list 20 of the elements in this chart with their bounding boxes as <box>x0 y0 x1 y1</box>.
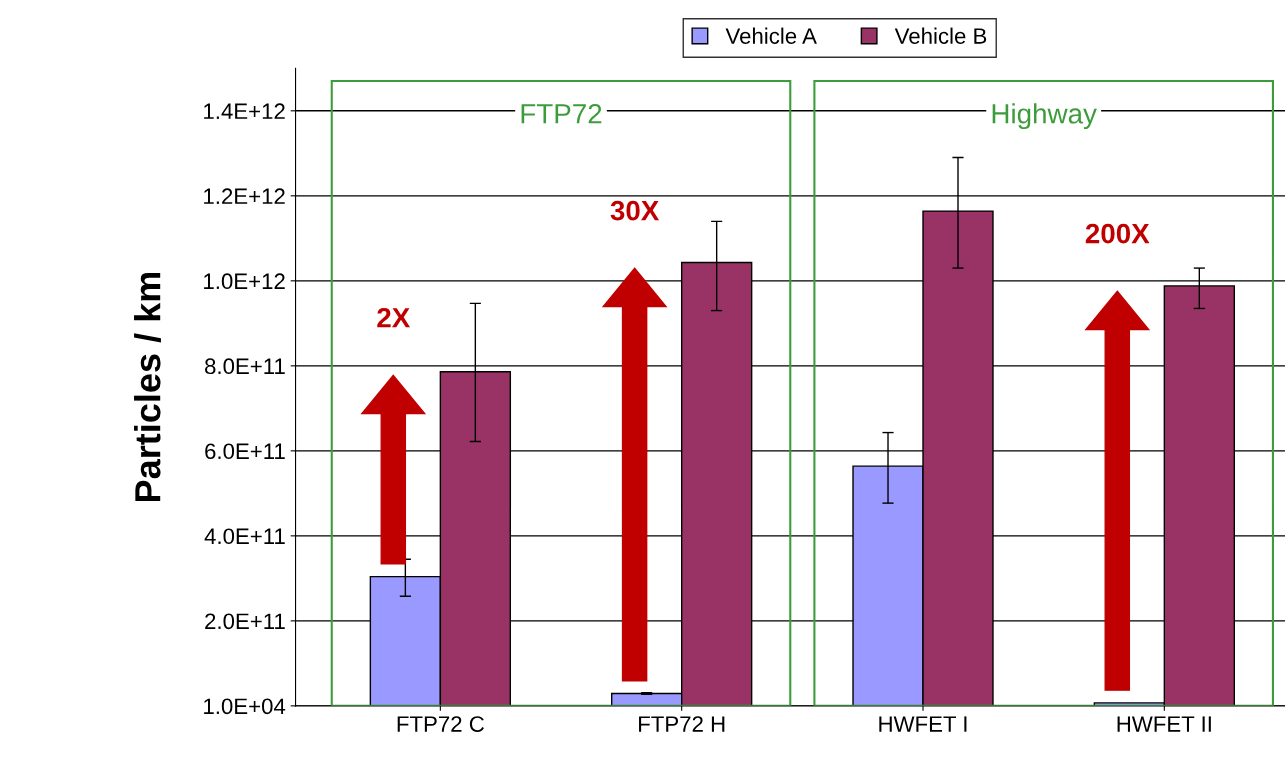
y-tick-label: 1.4E+12 <box>204 103 285 119</box>
x-tick-label: HWFET I <box>879 716 967 732</box>
annotation: Highway <box>992 103 1097 130</box>
legend-label: Vehicle B <box>894 27 987 44</box>
y-tick-label: 1.2E+12 <box>204 188 285 204</box>
y-tick-label: 2.0E+11 <box>205 613 285 630</box>
legend-label: Vehicle A <box>725 27 817 44</box>
y-tick-label: 1.0E+04 <box>204 698 286 715</box>
annotation: 200X <box>1085 223 1150 244</box>
x-tick-label: FTP72 H <box>639 716 725 732</box>
annotation: FTP72 <box>521 103 602 124</box>
y-tick-label: 4.0E+11 <box>204 528 285 545</box>
annotation: 30X <box>610 200 660 221</box>
y-tick-label: 6.0E+11 <box>205 443 285 460</box>
y-tick-label: 8.0E+11 <box>205 358 285 375</box>
y-tick-label: 1.0E+12 <box>204 273 285 290</box>
x-tick-label: HWFET II <box>1117 716 1211 732</box>
y-axis-title: Particles / km <box>134 272 161 502</box>
x-tick-label: FTP72 C <box>397 716 484 732</box>
annotation: 2X <box>377 307 411 328</box>
